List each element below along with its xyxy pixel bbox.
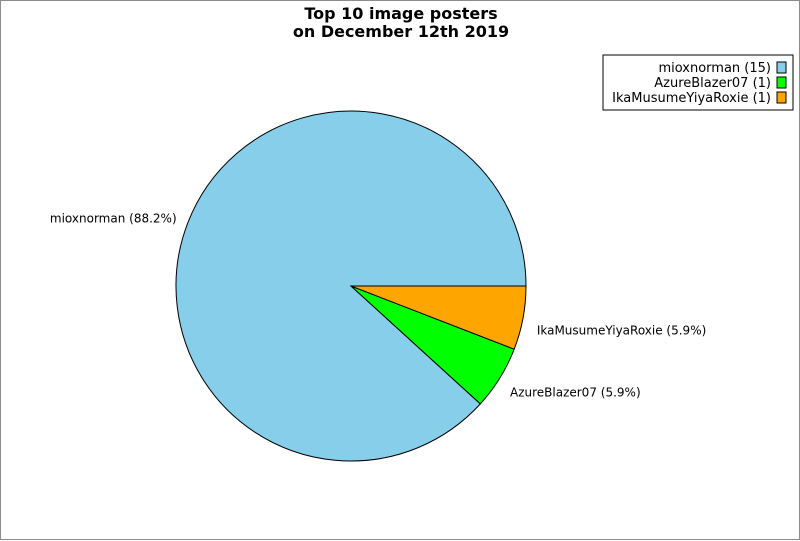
- slice-label-ikamusumeyiyaroxie: IkaMusumeYiyaRoxie (5.9%): [537, 323, 706, 337]
- legend-label-mioxnorman: mioxnorman (15): [658, 61, 771, 76]
- pie-slices: [175, 110, 527, 462]
- slice-label-mioxnorman: mioxnorman (88.2%): [50, 211, 177, 225]
- legend: mioxnorman (15)AzureBlazer07 (1)IkaMusum…: [602, 54, 794, 111]
- legend-box: [602, 54, 794, 111]
- legend-swatch-azureblazer07: [776, 76, 787, 89]
- chart-title-line-2: on December 12th 2019: [293, 22, 509, 41]
- chart-title: Top 10 image posters on December 12th 20…: [293, 4, 509, 41]
- legend-swatch-mioxnorman: [776, 61, 787, 74]
- legend-label-ikamusumeyiyaroxie: IkaMusumeYiyaRoxie (1): [612, 91, 771, 106]
- slice-labels: mioxnorman (88.2%) AzureBlazer07 (5.9%) Ik…: [50, 211, 706, 399]
- legend-label-azureblazer07: AzureBlazer07 (1): [654, 76, 771, 91]
- pie-slice-ikamusumeyiyaroxie: [350, 285, 527, 350]
- chart-title-line-1: Top 10 image posters: [304, 4, 497, 23]
- slice-label-azureblazer07: AzureBlazer07 (5.9%): [510, 385, 641, 399]
- legend-swatch-ikamusumeyiyaroxie: [776, 91, 787, 104]
